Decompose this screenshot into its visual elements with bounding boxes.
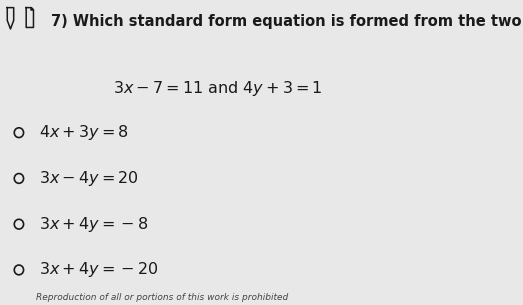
Text: $3x - 4y = 20$: $3x - 4y = 20$: [39, 169, 139, 188]
Text: $3x + 4y = -20$: $3x + 4y = -20$: [39, 260, 158, 279]
Text: $4x + 3y = 8$: $4x + 3y = 8$: [39, 123, 129, 142]
Text: $3x - 7 = 11$ and $4y + 3 = 1$: $3x - 7 = 11$ and $4y + 3 = 1$: [113, 79, 323, 98]
Text: Reproduction of all or portions of this work is prohibited: Reproduction of all or portions of this …: [36, 293, 288, 302]
Text: $3x + 4y = -8$: $3x + 4y = -8$: [39, 215, 149, 234]
Text: 7) Which standard form equation is formed from the two equations?: 7) Which standard form equation is forme…: [51, 14, 523, 29]
